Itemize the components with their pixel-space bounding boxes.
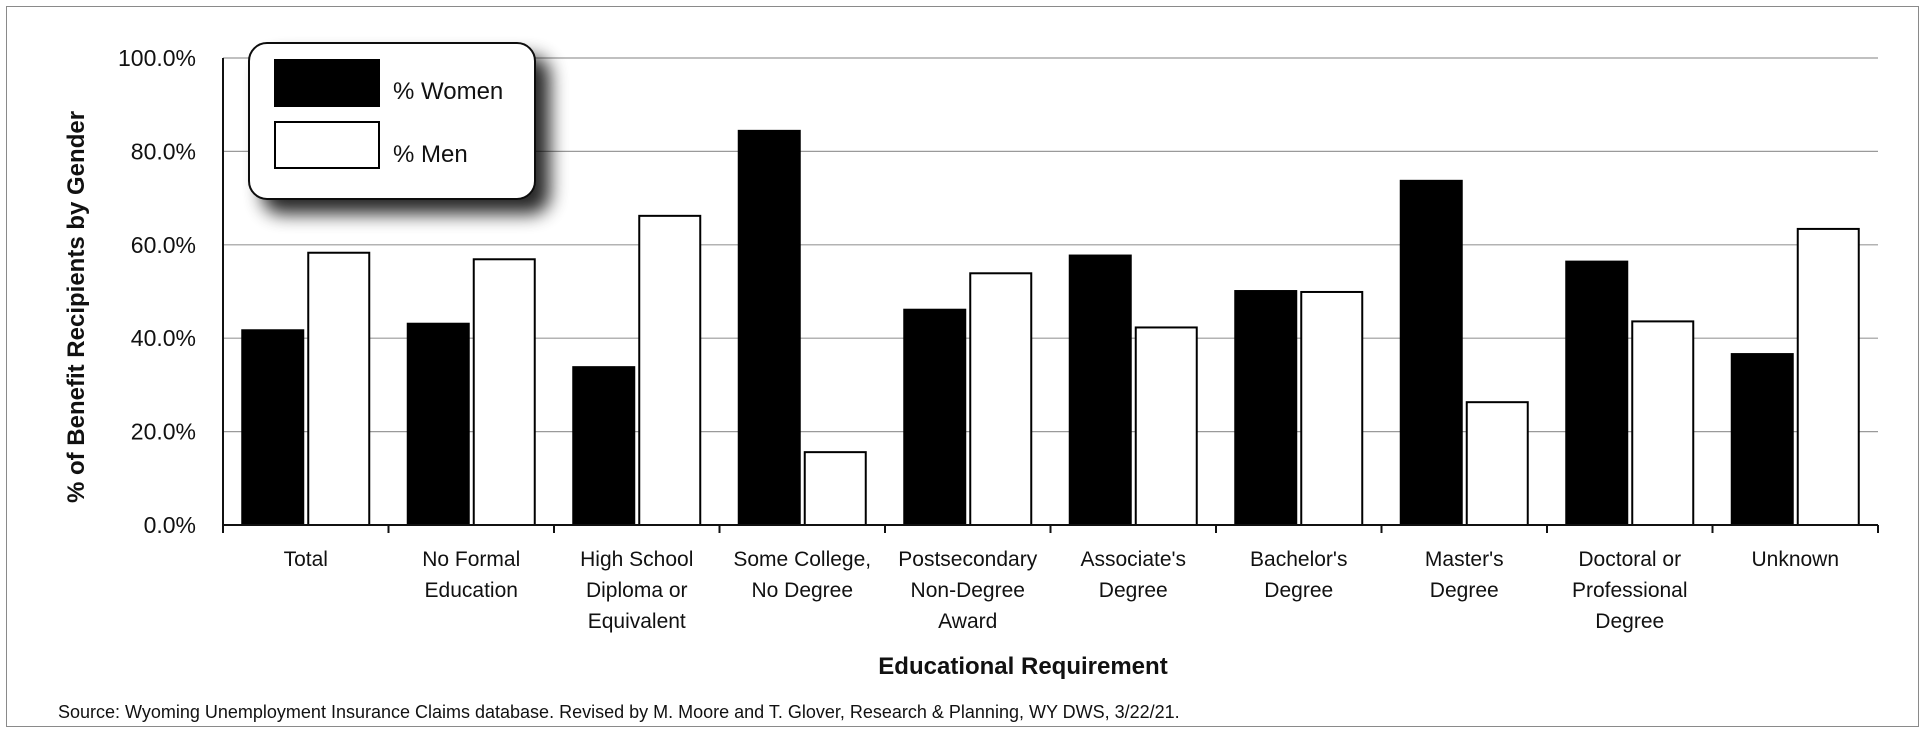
y-axis-title: % of Benefit Recipients by Gender (63, 111, 90, 503)
bar-men (1796, 227, 1860, 526)
x-tick-label: No Degree (751, 579, 853, 602)
bar-men (803, 451, 867, 527)
bar-men (307, 251, 371, 526)
x-tick-label: Award (938, 610, 997, 633)
bar-women (572, 366, 636, 526)
x-tick-label: Master's (1425, 548, 1504, 571)
bar-women (1730, 353, 1794, 526)
legend-swatch-men (274, 121, 380, 169)
y-tick-labels: 0.0% 20.0% 40.0% 60.0% 80.0% 100.0% (118, 45, 196, 538)
bars (241, 129, 1860, 527)
x-tick-label: Unknown (1751, 548, 1839, 571)
source-note: Source: Wyoming Unemployment Insurance C… (58, 702, 1180, 722)
bar-men (1300, 290, 1364, 527)
bar-women (737, 129, 801, 527)
y-tick-label: 40.0% (131, 325, 196, 351)
y-tick-label: 20.0% (131, 419, 196, 445)
x-tick-label: High School (580, 548, 693, 571)
x-tick-label: Degree (1099, 579, 1168, 602)
bar-women (1399, 179, 1463, 526)
bar-men (472, 258, 536, 526)
x-category-labels: Total No Formal Education High School Diplom… (284, 548, 1839, 633)
y-tick-label: 100.0% (118, 45, 196, 71)
bar-men (638, 214, 702, 526)
x-tick-label: Postsecondary (898, 548, 1037, 571)
bar-women (903, 308, 967, 527)
x-tick-label: Professional (1572, 579, 1688, 602)
y-tick-label: 60.0% (131, 232, 196, 258)
bar-men (969, 272, 1033, 526)
bar-women (406, 322, 470, 526)
x-tick-label: Some College, (733, 548, 871, 571)
y-tick-label: 80.0% (131, 138, 196, 164)
legend-swatch-women (274, 59, 380, 107)
bar-men (1134, 326, 1198, 527)
bar-men (1465, 401, 1529, 526)
x-tick-label: Degree (1264, 579, 1333, 602)
bar-women (1068, 254, 1132, 527)
axes (222, 58, 1879, 533)
x-tick-label: Doctoral or (1578, 548, 1681, 571)
x-tick-label: No Formal (422, 548, 520, 571)
x-tick-label: Bachelor's (1250, 548, 1347, 571)
x-tick-label: Total (284, 548, 328, 571)
legend: % Women % Men (248, 42, 536, 200)
legend-label-men: % Men (393, 141, 468, 168)
x-tick-label: Associate's (1080, 548, 1186, 571)
legend-label-women: % Women (393, 78, 503, 105)
x-axis-title: Educational Requirement (878, 653, 1167, 680)
x-tick-label: Diploma or (586, 579, 688, 602)
x-tick-label: Equivalent (588, 610, 686, 633)
bar-men (1631, 320, 1695, 526)
x-tick-label: Degree (1595, 610, 1664, 633)
y-tick-label: 0.0% (144, 512, 196, 538)
x-tick-label: Education (425, 579, 518, 602)
bar-women (1565, 260, 1629, 526)
bar-women (241, 329, 305, 526)
x-tick-label: Degree (1430, 579, 1499, 602)
x-tick-label: Non-Degree (911, 579, 1025, 602)
bar-women (1234, 290, 1298, 526)
